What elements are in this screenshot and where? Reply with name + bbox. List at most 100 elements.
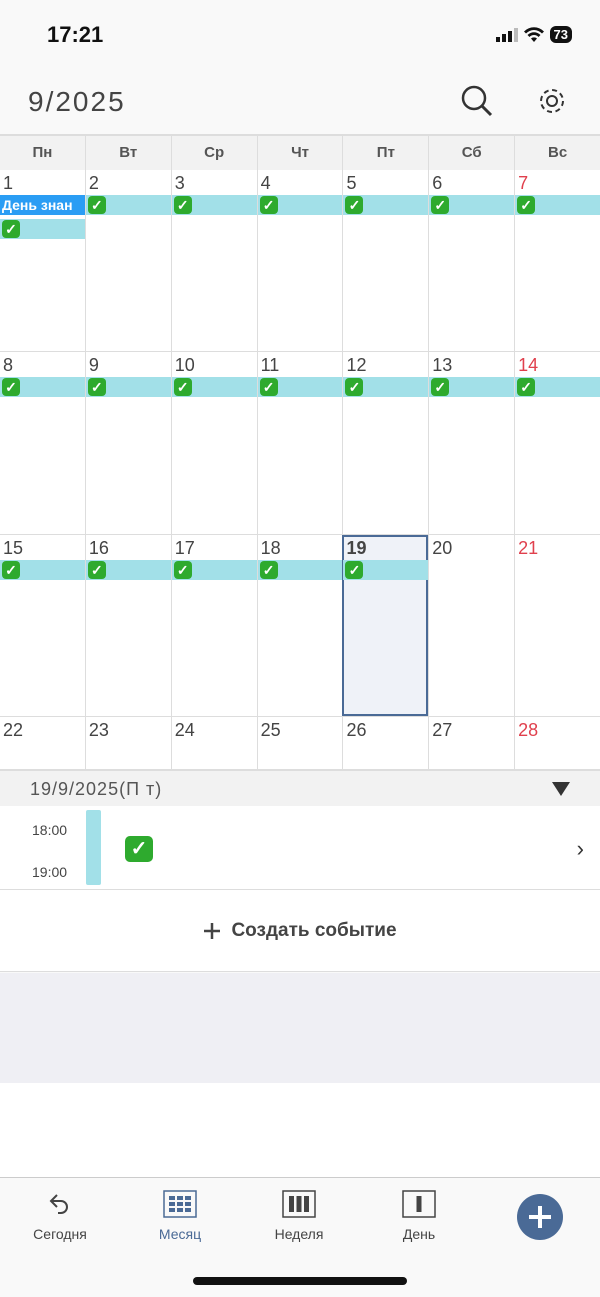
day-column-icon [402,1190,436,1218]
day-cell[interactable]: 28 [514,717,600,769]
day-number: 9 [88,355,99,375]
event-bar[interactable]: ✓ [515,377,600,397]
plus-icon [204,922,221,939]
create-event-label: Создать событие [231,919,397,941]
create-event-button[interactable]: Создать событие [0,890,600,972]
spacer [0,1083,600,1177]
gear-icon[interactable] [537,86,567,116]
event-bar[interactable]: ✓ [0,377,85,397]
holiday-event[interactable]: День знан [0,195,85,215]
day-number: 21 [518,538,539,558]
day-cell[interactable]: 25 [256,717,343,769]
checkmark-icon: ✓ [173,561,192,579]
event-bar[interactable]: ✓ [343,195,429,215]
day-cell[interactable]: 9 ✓ [84,352,171,534]
day-cell[interactable]: 18 ✓ [256,535,343,716]
week-row: 1 День знан ✓ 2 ✓ 3 ✓ 4 ✓ 5 ✓ 6 ✓ 7 ✓ [0,170,600,352]
weekday-3: Чт [256,136,343,170]
day-cell[interactable]: 4 ✓ [256,170,343,351]
day-cell[interactable]: 13 ✓ [428,352,515,534]
day-cell[interactable]: 26 [342,717,428,769]
day-number: 20 [432,538,453,558]
event-bar[interactable]: ✓ [257,560,343,580]
day-cell[interactable]: 15 ✓ [0,535,85,716]
day-cell[interactable]: 20 [428,535,514,716]
day-cell[interactable]: 11 ✓ [256,352,343,534]
weekday-1: Вт [84,136,171,170]
day-cell[interactable]: 27 [428,717,514,769]
day-number: 4 [260,173,271,193]
day-cell[interactable]: 19 ✓ [342,535,429,716]
tab-day[interactable]: День [369,1190,469,1242]
checkmark-icon: ✓ [431,196,450,214]
event-bar[interactable]: ✓ [429,377,515,397]
day-cell[interactable]: 2 ✓ [84,170,171,351]
day-number: 10 [174,355,195,375]
day-cell[interactable]: 3 ✓ [170,170,257,351]
day-cell[interactable]: 16 ✓ [84,535,171,716]
day-number: 3 [174,173,185,193]
day-number: 22 [3,720,24,740]
event-bar[interactable]: ✓ [85,560,171,580]
day-cell[interactable]: 6 ✓ [428,170,515,351]
day-number: 8 [3,355,14,375]
day-cell[interactable]: 14 ✓ [514,352,600,534]
day-cell[interactable]: 10 ✓ [170,352,257,534]
tab-label: День [402,1226,436,1242]
day-number: 11 [260,355,280,375]
day-number: 16 [88,538,109,558]
event-bar[interactable]: ✓ [257,195,343,215]
tab-label: Неделя [274,1226,324,1242]
day-cell[interactable]: 17 ✓ [170,535,257,716]
weekday-2: Ср [170,136,257,170]
search-icon[interactable] [460,84,494,118]
tab-month[interactable]: Месяц [130,1190,230,1242]
event-bar[interactable]: ✓ [257,377,343,397]
day-number: 23 [88,720,109,740]
selected-date-header[interactable]: 19/9/2025(П т) [0,770,600,806]
event-bar[interactable]: ✓ [85,195,171,215]
event-row[interactable]: 18:00 19:00 ✓ › [0,806,600,890]
checkmark-icon: ✓ [2,220,20,238]
page-title: 9/2025 [28,86,126,117]
week-row: 22 23 24 25 26 27 28 [0,717,600,770]
collapse-triangle-icon[interactable] [552,782,570,796]
day-cell[interactable]: 7 ✓ [514,170,600,351]
event-bar[interactable]: ✓ [515,195,600,215]
event-bar[interactable]: ✓ [0,219,85,239]
event-bar[interactable]: ✓ [171,195,257,215]
tab-bar: Сегодня Месяц Неделя День [0,1177,600,1297]
checkmark-icon: ✓ [345,561,364,579]
add-event-button[interactable] [517,1194,563,1240]
event-bar[interactable]: ✓ [85,377,171,397]
day-cell[interactable]: 21 [514,535,600,716]
day-cell[interactable]: 23 [84,717,171,769]
home-indicator [193,1277,407,1285]
chevron-right-icon: › [576,836,584,861]
event-bar[interactable]: ✓ [171,560,257,580]
tab-today[interactable]: Сегодня [10,1190,110,1242]
selected-date: 19/9/2025(П т) [30,779,163,799]
day-number: 6 [432,173,443,193]
event-bar[interactable]: ✓ [343,377,429,397]
day-cell[interactable]: 8 ✓ [0,352,85,534]
event-bar[interactable]: ✓ [343,560,429,580]
day-cell[interactable]: 5 ✓ [342,170,429,351]
day-number: 19 [346,538,367,558]
day-cell[interactable]: 1 День знан ✓ [0,170,85,351]
event-bar[interactable]: ✓ [171,377,257,397]
day-number: 7 [518,173,529,193]
day-cell[interactable]: 12 ✓ [342,352,429,534]
undo-arrow-icon [49,1194,68,1214]
day-number: 28 [518,720,539,740]
day-number: 14 [518,355,539,375]
day-cell[interactable]: 22 [0,717,85,769]
signal-icon [495,27,518,42]
day-cell[interactable]: 24 [170,717,257,769]
event-bar[interactable]: ✓ [0,560,85,580]
tab-week[interactable]: Неделя [249,1190,349,1242]
checkmark-icon: ✓ [2,378,20,396]
weekday-5: Сб [428,136,514,170]
day-number: 17 [174,538,195,558]
event-bar[interactable]: ✓ [429,195,515,215]
